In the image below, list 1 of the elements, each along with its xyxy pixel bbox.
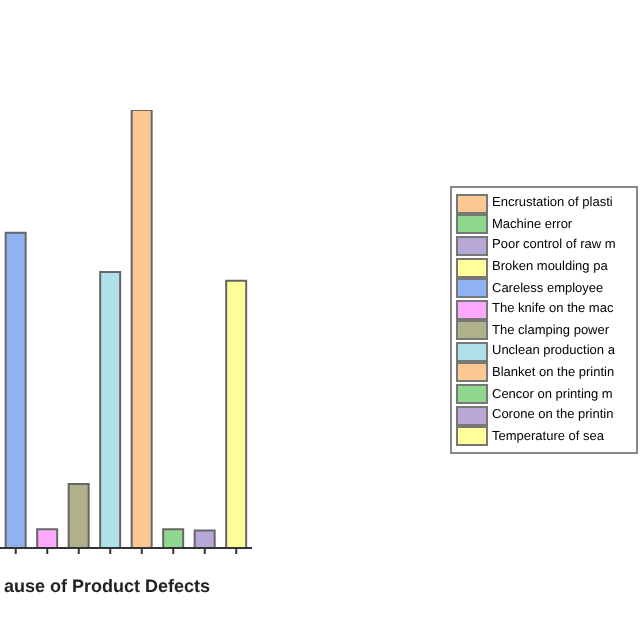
x-axis-title: ause of Product Defects bbox=[4, 576, 211, 596]
